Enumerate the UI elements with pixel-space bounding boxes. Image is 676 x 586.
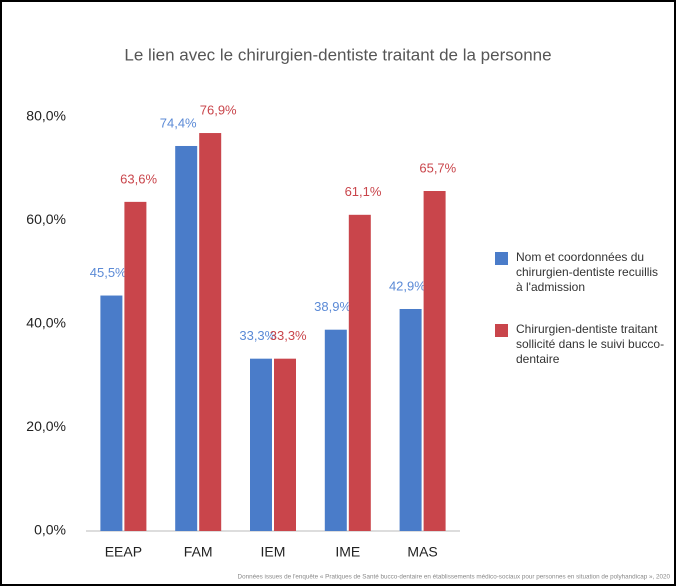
value-label: 33,3% [270,328,307,343]
bar [175,145,198,532]
value-label: 65,7% [419,160,456,175]
x-tick-label: MAS [407,544,437,560]
value-label: 38,9% [314,299,351,314]
legend-label: Nom et coordonnées du chirurgien-dentist… [516,250,659,294]
source: Données issues de l'enquête « Pratiques … [238,574,671,581]
value-label: 42,9% [389,278,426,293]
x-tick-label: IEM [261,544,286,560]
x-tick-label: FAM [184,544,213,560]
x-tick-label: EEAP [105,544,142,560]
bar [199,133,222,532]
bar [324,329,347,531]
legend-item: Nom et coordonnées du chirurgien-dentist… [495,250,665,295]
legend-item: Chirurgien-dentiste traitant sollicité d… [495,322,665,367]
bar [250,358,272,531]
value-label: 33,3% [239,328,276,343]
bar [274,358,296,531]
bar [399,308,422,531]
y-tick-label: 80,0% [26,108,66,124]
bar [100,295,123,531]
chart-title: Le lien avec le chirurgien-dentiste trai… [124,45,551,64]
y-tick-label: 0,0% [34,522,66,538]
y-tick-label: 20,0% [26,418,66,434]
value-label: 76,9% [200,102,237,117]
legend-swatch [495,324,508,337]
bar [124,201,147,531]
legend-label: Chirurgien-dentiste traitant sollicité d… [516,322,665,366]
bar [423,191,446,531]
value-label: 61,1% [345,184,382,199]
value-label: 45,5% [90,265,127,280]
y-tick-label: 40,0% [26,315,66,331]
value-label: 74,4% [160,115,197,130]
x-tick-label: IME [335,544,360,560]
bar [348,214,371,531]
legend-swatch [495,252,508,265]
value-label: 63,6% [120,171,157,186]
y-tick-label: 60,0% [26,211,66,227]
